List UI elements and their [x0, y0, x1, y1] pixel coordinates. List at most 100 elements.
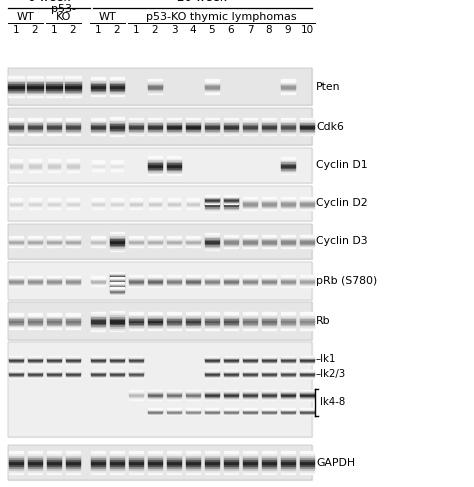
- Bar: [243, 412, 257, 413]
- Bar: [263, 278, 275, 279]
- Bar: [224, 395, 238, 396]
- Bar: [205, 89, 219, 90]
- Bar: [244, 284, 256, 285]
- Bar: [281, 207, 295, 208]
- Bar: [149, 201, 162, 202]
- Bar: [167, 313, 181, 314]
- Bar: [243, 453, 257, 455]
- Bar: [205, 134, 219, 135]
- Bar: [262, 121, 276, 122]
- Bar: [28, 320, 42, 321]
- Bar: [167, 392, 181, 393]
- Bar: [110, 328, 124, 330]
- Bar: [186, 315, 200, 317]
- Bar: [91, 243, 105, 244]
- Bar: [129, 278, 143, 279]
- Bar: [205, 121, 219, 122]
- Bar: [224, 359, 238, 360]
- Bar: [224, 357, 238, 358]
- Bar: [262, 455, 276, 457]
- Bar: [66, 277, 80, 278]
- Bar: [244, 285, 256, 286]
- Bar: [9, 205, 22, 206]
- Bar: [110, 326, 124, 328]
- Text: 7: 7: [246, 25, 253, 35]
- Bar: [224, 362, 238, 363]
- Bar: [148, 84, 162, 85]
- Bar: [186, 313, 200, 314]
- Bar: [110, 285, 124, 286]
- Bar: [281, 134, 295, 135]
- Bar: [129, 280, 143, 281]
- Bar: [205, 201, 219, 202]
- Bar: [262, 236, 276, 238]
- Bar: [147, 463, 163, 465]
- Bar: [65, 94, 81, 95]
- Bar: [281, 119, 295, 121]
- Bar: [205, 203, 219, 204]
- Bar: [28, 169, 41, 170]
- Bar: [47, 361, 61, 362]
- Bar: [224, 451, 238, 453]
- Bar: [168, 200, 181, 201]
- Bar: [224, 131, 238, 132]
- Bar: [262, 358, 276, 359]
- Bar: [148, 278, 162, 279]
- Bar: [110, 287, 124, 288]
- Bar: [300, 398, 314, 399]
- Bar: [205, 196, 219, 197]
- Bar: [129, 128, 143, 130]
- Bar: [148, 241, 162, 242]
- Bar: [262, 327, 276, 328]
- Bar: [110, 238, 124, 240]
- Bar: [244, 283, 256, 284]
- Bar: [224, 202, 238, 204]
- Bar: [167, 468, 182, 470]
- Bar: [91, 374, 105, 375]
- Bar: [109, 80, 124, 82]
- Bar: [243, 324, 257, 325]
- Bar: [9, 246, 23, 247]
- Bar: [9, 241, 23, 242]
- Bar: [28, 127, 42, 128]
- Bar: [281, 209, 295, 210]
- Bar: [224, 470, 238, 472]
- Bar: [66, 373, 80, 374]
- Bar: [129, 281, 143, 282]
- Bar: [300, 240, 314, 241]
- Bar: [243, 463, 257, 465]
- Bar: [47, 279, 61, 280]
- Bar: [205, 208, 219, 209]
- Bar: [243, 392, 257, 393]
- Bar: [91, 204, 104, 205]
- Bar: [205, 391, 219, 392]
- Bar: [300, 208, 314, 209]
- Bar: [148, 282, 162, 283]
- Bar: [281, 245, 295, 246]
- Bar: [281, 122, 295, 124]
- Bar: [262, 203, 276, 204]
- Bar: [243, 317, 257, 318]
- Bar: [148, 325, 162, 327]
- Bar: [27, 80, 43, 81]
- Bar: [47, 371, 61, 372]
- Bar: [47, 374, 61, 375]
- Bar: [205, 196, 219, 198]
- Bar: [148, 321, 162, 322]
- Bar: [186, 276, 200, 277]
- Bar: [46, 459, 61, 461]
- Bar: [148, 412, 162, 413]
- Bar: [224, 202, 238, 203]
- Bar: [28, 325, 42, 326]
- Bar: [129, 125, 143, 127]
- Bar: [224, 358, 238, 359]
- Bar: [91, 201, 104, 202]
- Bar: [91, 242, 105, 243]
- Bar: [91, 202, 104, 203]
- Bar: [91, 356, 105, 357]
- Bar: [28, 374, 42, 375]
- Bar: [281, 91, 295, 93]
- Bar: [281, 236, 295, 238]
- Bar: [28, 276, 42, 277]
- Bar: [224, 361, 238, 362]
